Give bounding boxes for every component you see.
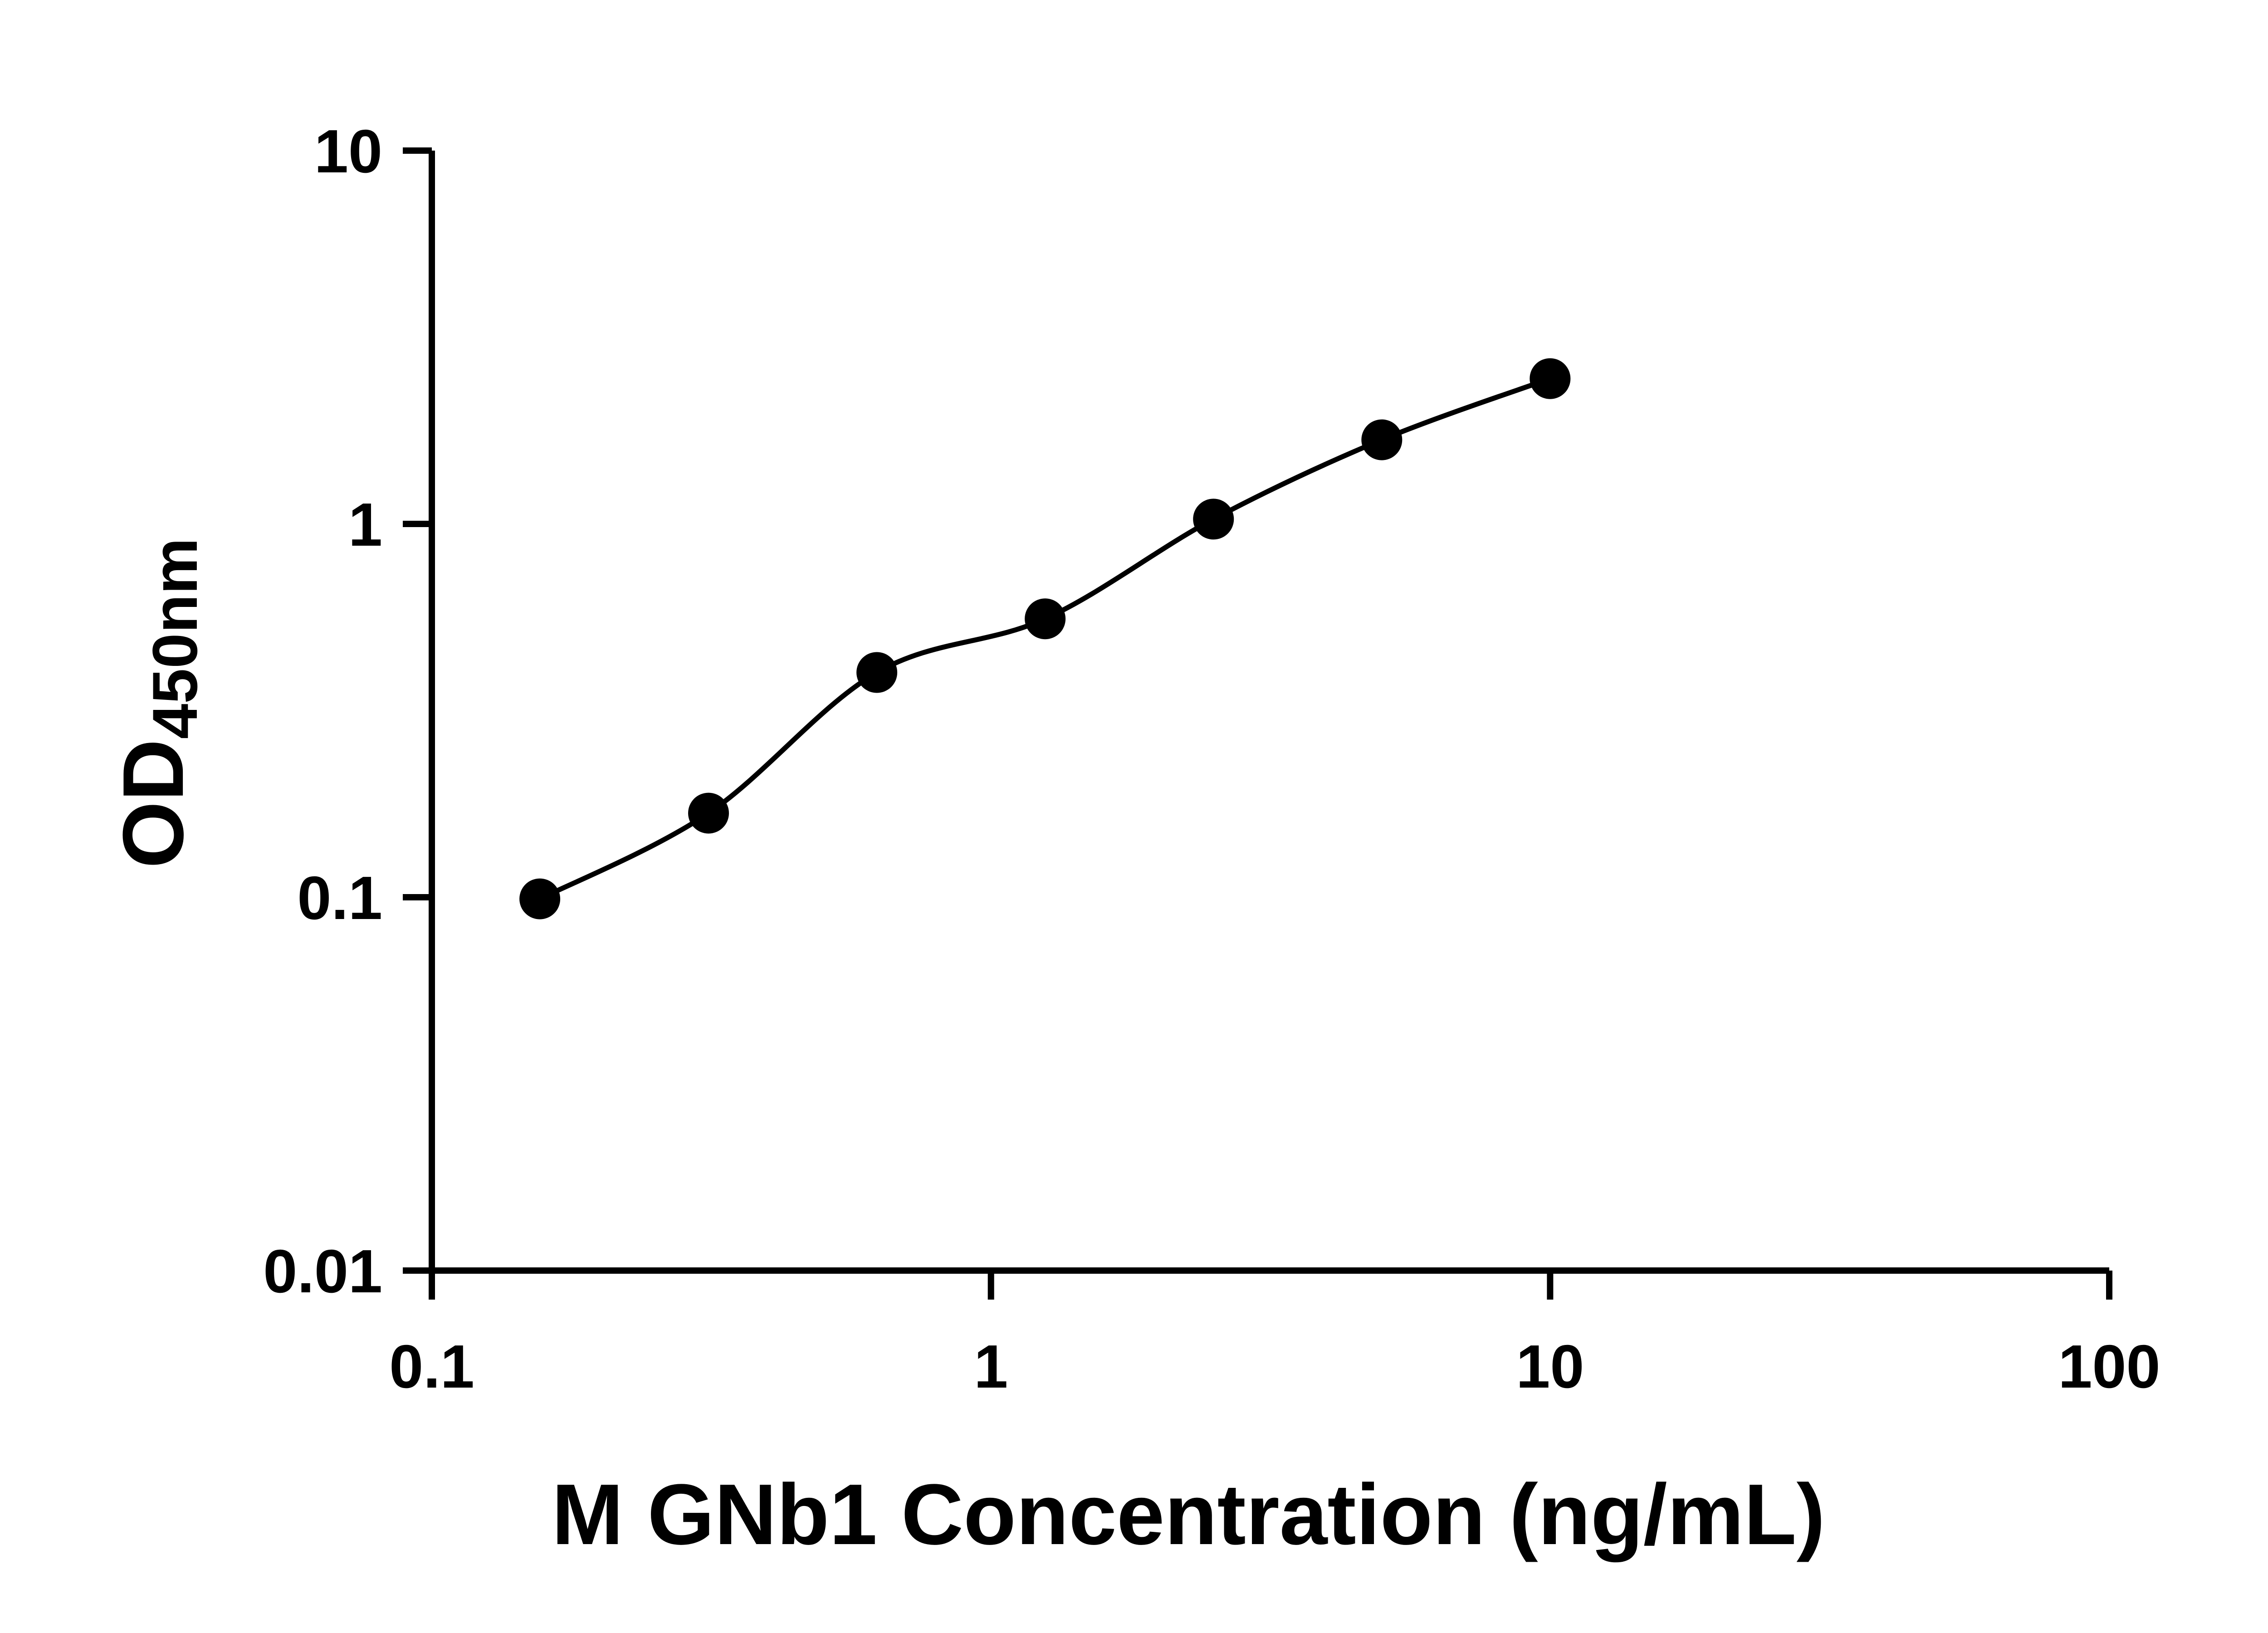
data-point	[1530, 358, 1571, 399]
y-axis-title-main: OD	[105, 739, 202, 869]
y-tick-label: 0.1	[297, 864, 382, 932]
x-tick-label: 100	[2058, 1332, 2160, 1401]
y-tick-label: 0.01	[263, 1237, 382, 1305]
data-point	[1361, 419, 1403, 460]
x-tick-label: 10	[1516, 1332, 1584, 1401]
x-tick-label: 0.1	[389, 1332, 474, 1401]
y-tick-label: 10	[314, 117, 382, 186]
data-point	[1193, 499, 1234, 540]
y-tick-label: 1	[348, 490, 382, 559]
x-tick-label: 1	[974, 1332, 1008, 1401]
data-point	[856, 652, 898, 693]
x-axis-title: M GNb1 Concentration (ng/mL)	[552, 1467, 1825, 1563]
data-point	[688, 792, 729, 834]
data-point	[1025, 598, 1066, 640]
data-point	[519, 878, 561, 919]
y-axis-title: OD450nm	[104, 538, 212, 869]
y-axis-title-subscript: 450nm	[139, 538, 210, 739]
